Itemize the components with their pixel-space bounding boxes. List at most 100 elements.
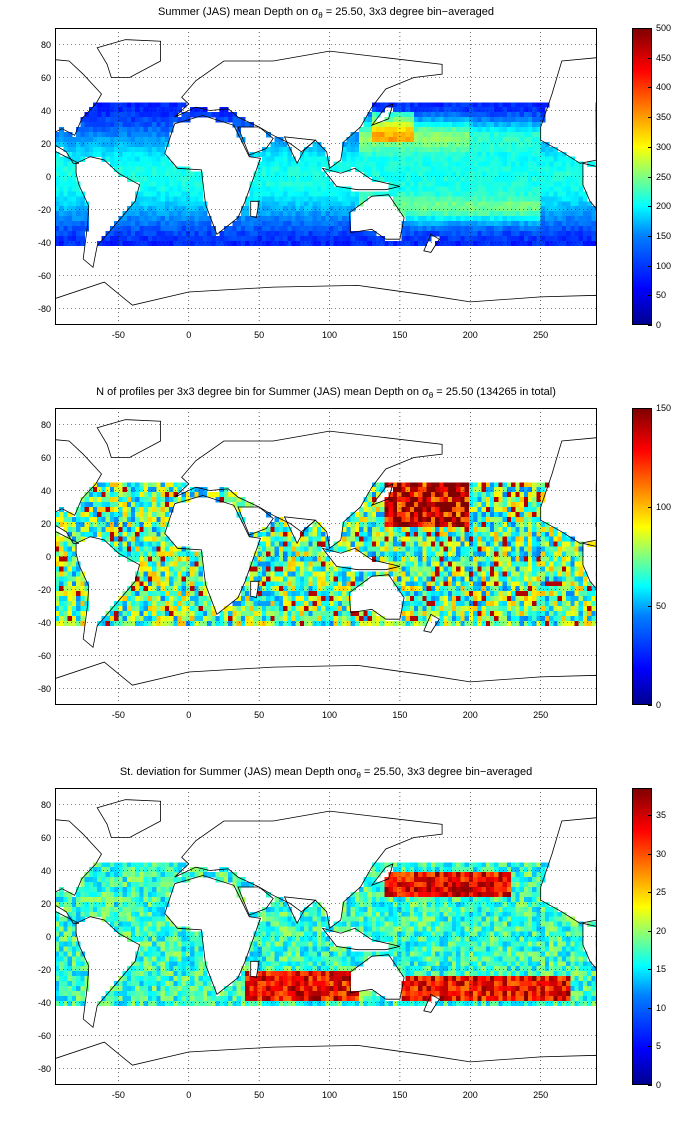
x-tick-label: -50 (111, 330, 125, 340)
colorbar-tick-label: 50 (647, 290, 667, 301)
x-tick-label: 0 (186, 710, 192, 720)
y-tick-label: 20 (40, 898, 51, 909)
y-tick-label: -60 (37, 270, 51, 281)
map-plot (55, 408, 597, 705)
colorbar-tick-label: 35 (647, 810, 667, 820)
colorbar-tick-label: 10 (647, 1002, 667, 1013)
y-tick-label: -80 (37, 303, 51, 314)
x-tick-label: 250 (533, 1090, 549, 1100)
colorbar-gradient (632, 788, 652, 1085)
x-tick-label: 0 (186, 1090, 192, 1100)
y-tick-label: 20 (40, 518, 51, 529)
data-cells (55, 862, 597, 1007)
y-tick-label: 0 (45, 931, 51, 942)
colorbar-tick-label: 50 (647, 601, 667, 611)
plot-frame (55, 28, 597, 325)
colorbar-tick-label: 250 (647, 171, 672, 182)
coastlines (55, 419, 597, 705)
colorbar-tick-label: 300 (647, 141, 672, 152)
y-tick-label: 80 (40, 39, 51, 50)
colorbar-tick-label: 5 (647, 1041, 662, 1052)
x-tick-label: 0 (186, 330, 192, 340)
x-tick-label: 50 (254, 710, 265, 720)
panel-std-deviation: St. deviation for Summer (JAS) mean Dept… (0, 760, 696, 1140)
colorbar: 500 450 400 350 300 250 200 150 100 50 0 (632, 23, 671, 330)
world-map (55, 788, 597, 1085)
y-tick-label: -80 (37, 683, 51, 694)
y-tick-label: 60 (40, 832, 51, 843)
colorbar-tick-label: 20 (647, 925, 667, 936)
grid-lines (55, 28, 597, 325)
y-tick-label: -20 (37, 204, 51, 215)
y-tick-label: -80 (37, 1063, 51, 1074)
plot-frame (55, 408, 597, 705)
x-tick-label: 150 (392, 710, 408, 720)
y-tick-label: 20 (40, 138, 51, 149)
colorbar: 35 30 25 20 15 10 5 0 (632, 788, 666, 1090)
y-tick-label: -20 (37, 964, 51, 975)
grid-lines (55, 408, 597, 705)
panel-mean-depth: Summer (JAS) mean Depth on σθ = 25.50, 3… (0, 0, 696, 380)
x-tick-label: 200 (462, 710, 478, 720)
colorbar-tick-label: 100 (647, 260, 672, 271)
coastlines (55, 799, 597, 1085)
x-tick-label: -50 (111, 710, 125, 720)
y-tick-label: -40 (37, 237, 51, 248)
colorbar-tick-label: 500 (647, 23, 672, 33)
y-tick-label: 40 (40, 105, 51, 116)
colorbar-tick-label: 100 (647, 502, 672, 512)
world-map (55, 28, 597, 325)
x-tick-label: 200 (462, 1090, 478, 1100)
y-tick-label: 40 (40, 485, 51, 496)
y-tick-label: 60 (40, 452, 51, 463)
panel-profile-count: N of profiles per 3x3 degree bin for Sum… (0, 380, 696, 760)
y-tick-label: 0 (45, 171, 51, 182)
x-tick-label: 100 (322, 330, 338, 340)
colorbar: 150 100 50 0 (632, 403, 671, 710)
map-plot (55, 28, 597, 325)
x-tick-label: 150 (392, 330, 408, 340)
y-tick-label: 80 (40, 419, 51, 430)
colorbar-tick-label: 15 (647, 964, 667, 975)
x-tick-label: 50 (254, 1090, 265, 1100)
colorbar-tick-label: 450 (647, 52, 672, 63)
colorbar-tick-label: 200 (647, 201, 672, 212)
x-tick-label: 50 (254, 330, 265, 340)
y-tick-label: -40 (37, 997, 51, 1008)
y-tick-label: 0 (45, 551, 51, 562)
x-tick-label: 250 (533, 330, 549, 340)
world-map (55, 408, 597, 705)
coastlines (55, 39, 597, 325)
y-tick-label: -60 (37, 650, 51, 661)
x-tick-label: 150 (392, 1090, 408, 1100)
x-tick-label: -50 (111, 1090, 125, 1100)
plot-frame (55, 788, 597, 1085)
colorbar-tick-label: 150 (647, 403, 672, 413)
data-cells (55, 102, 597, 247)
colorbar-tick-label: 0 (647, 1080, 662, 1090)
colorbar-tick-label: 150 (647, 230, 672, 241)
x-tick-label: 200 (462, 330, 478, 340)
colorbar-gradient (632, 408, 652, 705)
data-cells (55, 482, 597, 627)
colorbar-tick-label: 0 (647, 320, 662, 330)
y-tick-label: -40 (37, 617, 51, 628)
y-tick-label: 80 (40, 799, 51, 810)
map-plot (55, 788, 597, 1085)
panel-title: St. deviation for Summer (JAS) mean Dept… (119, 766, 533, 781)
colorbar-tick-label: 400 (647, 82, 672, 93)
panel-title: N of profiles per 3x3 degree bin for Sum… (96, 386, 556, 401)
x-tick-label: 100 (322, 710, 338, 720)
y-tick-label: 60 (40, 72, 51, 83)
colorbar-tick-label: 30 (647, 848, 667, 859)
colorbar-tick-label: 350 (647, 112, 672, 123)
colorbar-tick-label: 25 (647, 887, 667, 898)
x-tick-label: 100 (322, 1090, 338, 1100)
x-tick-label: 250 (533, 710, 549, 720)
grid-lines (55, 788, 597, 1085)
y-tick-label: -20 (37, 584, 51, 595)
y-tick-label: 40 (40, 865, 51, 876)
panel-title: Summer (JAS) mean Depth on σθ = 25.50, 3… (158, 6, 494, 21)
y-tick-label: -60 (37, 1030, 51, 1041)
colorbar-tick-label: 0 (647, 700, 662, 710)
